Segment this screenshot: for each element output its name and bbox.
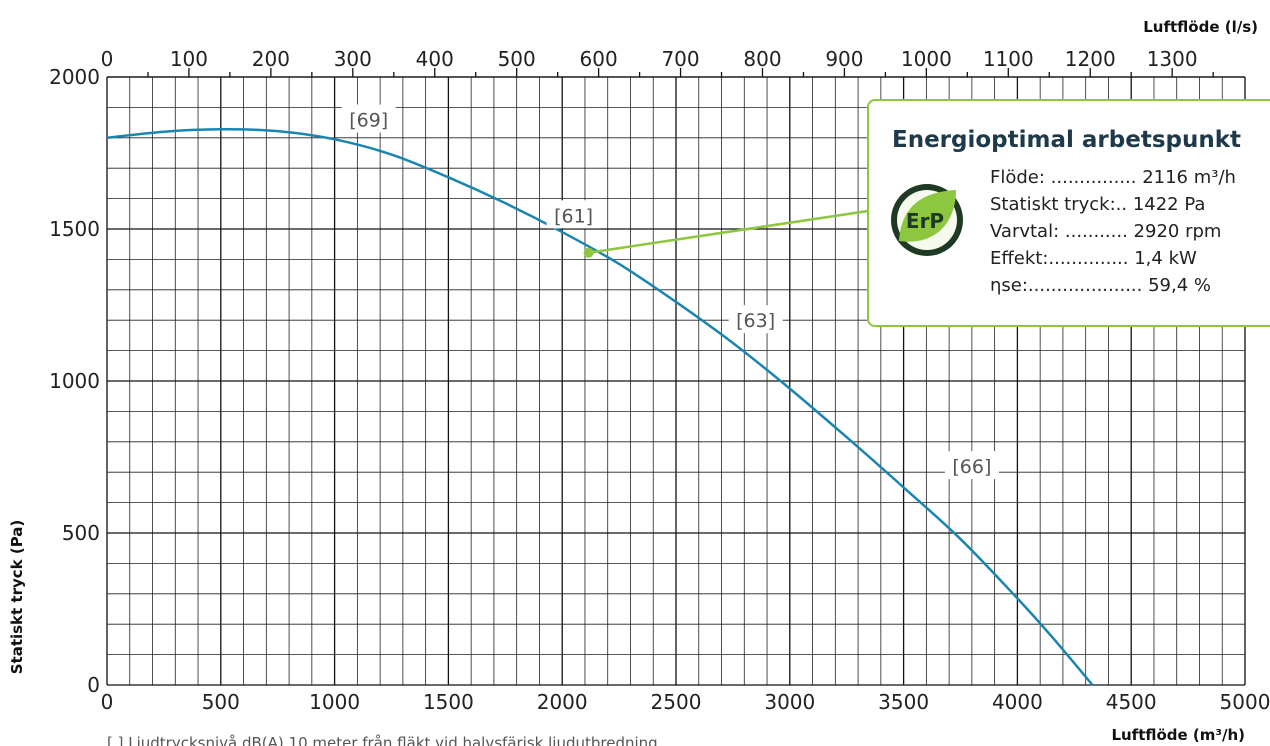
x-bottom-axis-title: Luftflöde (m³/h) xyxy=(1111,726,1245,744)
x-top-tick-label: 1100 xyxy=(983,47,1034,71)
tick-labels: 0 500 1000 1500 2000 2500 3000 3500 4000 4500 5000… xyxy=(49,47,1270,714)
performance-curve xyxy=(106,128,1094,686)
x-tick-label: 4500 xyxy=(1106,690,1157,714)
sound-level-label-bg xyxy=(546,200,601,229)
x-tick-label: 3500 xyxy=(878,690,929,714)
info-line-speed: Varvtal: ........... 2920 rpm xyxy=(990,221,1221,242)
x-top-tick-label: 900 xyxy=(825,47,863,71)
annotation-layer: [69] [61] [63] [66] xyxy=(341,104,999,480)
curve-layer xyxy=(106,128,1094,686)
x-top-tick-label: 0 xyxy=(101,47,114,71)
sound-level-label: [63] xyxy=(736,310,775,332)
x-tick-label: 1000 xyxy=(309,690,360,714)
footnote: [ ] Ljudtrycksnivå dB(A) 10 meter från f… xyxy=(107,734,658,746)
x-tick-label: 2000 xyxy=(537,690,588,714)
y-axis-title: Statiskt tryck (Pa) xyxy=(8,520,26,675)
x-tick-label: 4000 xyxy=(992,690,1043,714)
info-line-pressure: Statiskt tryck:.. 1422 Pa xyxy=(990,194,1205,215)
x-tick-label: 1500 xyxy=(423,690,474,714)
x-top-tick-label: 200 xyxy=(252,47,290,71)
x-top-tick-label: 1200 xyxy=(1065,47,1116,71)
info-box-frame xyxy=(867,99,1270,327)
sound-level-label: [61] xyxy=(554,205,593,227)
y-tick-label: 1000 xyxy=(49,369,100,393)
erp-badge-icon: ErP xyxy=(891,184,963,256)
x-tick-label: 3000 xyxy=(764,690,815,714)
x-top-tick-label: 1000 xyxy=(901,47,952,71)
info-line-efficiency: ηse:.................... 59,4 % xyxy=(990,275,1211,296)
x-tick-label: 5000 xyxy=(1220,690,1270,714)
sound-level-label-bg xyxy=(341,104,396,133)
info-box: Energioptimal arbetspunkt ErP Flöde: ...… xyxy=(867,99,1270,327)
x-top-tick-label: 300 xyxy=(334,47,372,71)
x-tick-label: 2500 xyxy=(651,690,702,714)
y-tick-label: 2000 xyxy=(49,65,100,89)
operating-point-leader xyxy=(588,209,869,254)
x-top-tick-label: 100 xyxy=(170,47,208,71)
erp-badge-label: ErP xyxy=(906,209,944,233)
x-top-axis-title: Luftflöde (l/s) xyxy=(1143,18,1258,36)
operating-point-marker xyxy=(583,247,594,258)
x-top-tick-label: 600 xyxy=(580,47,618,71)
sound-level-label: [66] xyxy=(952,456,991,478)
grid xyxy=(106,68,1246,686)
x-top-tick-label: 400 xyxy=(416,47,454,71)
sound-level-label-bg xyxy=(944,451,999,480)
y-tick-label: 0 xyxy=(87,673,100,697)
x-top-tick-label: 500 xyxy=(498,47,536,71)
info-line-flow: Flöde: ............... 2116 m³/h xyxy=(990,167,1236,188)
info-box-title: Energioptimal arbetspunkt xyxy=(892,127,1241,153)
y-tick-label: 1500 xyxy=(49,217,100,241)
sound-level-label: [69] xyxy=(349,110,388,132)
y-tick-label: 500 xyxy=(62,521,100,545)
info-line-power: Effekt:.............. 1,4 kW xyxy=(990,248,1197,269)
x-tick-label: 500 xyxy=(202,690,240,714)
x-top-tick-label: 800 xyxy=(743,47,781,71)
x-tick-label: 0 xyxy=(101,690,114,714)
x-top-tick-label: 1300 xyxy=(1147,47,1198,71)
x-top-tick-label: 700 xyxy=(661,47,699,71)
sound-level-label-bg xyxy=(728,305,783,334)
